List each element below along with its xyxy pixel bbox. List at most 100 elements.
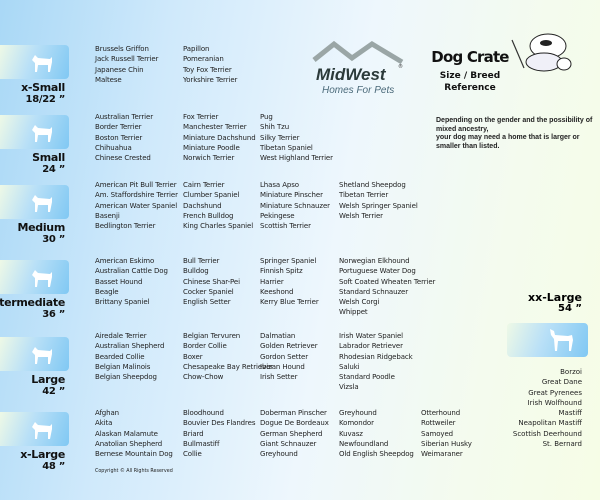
breed-name: Dogue De Bordeaux bbox=[260, 419, 329, 428]
midwest-logo: MidWest ® Homes For Pets bbox=[312, 40, 404, 96]
breed-name: West Highland Terrier bbox=[260, 154, 333, 163]
size-box-small bbox=[0, 115, 69, 149]
breed-column: Fox Terrier Manchester Terrier Miniature D… bbox=[183, 112, 256, 163]
breed-name: Pug bbox=[260, 113, 273, 121]
breed-name: Golden Retriever bbox=[260, 342, 318, 351]
breed-name: Kerry Blue Terrier bbox=[260, 298, 319, 307]
breed-name: Miniature Pinscher bbox=[260, 191, 323, 200]
breed-name: Keeshond bbox=[260, 287, 294, 296]
intermediate-dog-icon bbox=[32, 270, 52, 287]
size-box-x-small bbox=[0, 45, 69, 79]
breed-name: Beagle bbox=[95, 287, 119, 296]
toy-dog-icon bbox=[32, 55, 52, 72]
breed-column: Doberman Pinscher Dogue De Bordeaux German… bbox=[260, 408, 329, 459]
breed-name: American Water Spaniel bbox=[95, 201, 178, 210]
breed-column: Irish Water Spaniel Labrador Retriever Rho… bbox=[339, 331, 413, 393]
breed-name: Australian Cattle Dog bbox=[95, 267, 168, 276]
breed-name: Portuguese Water Dog bbox=[339, 267, 416, 276]
breed-name: Belgian Malinois bbox=[95, 362, 151, 371]
breed-name: Belgian Tervuren bbox=[183, 332, 241, 340]
breed-column: Lhasa Apso Miniature Pinscher Miniature Sc… bbox=[260, 180, 330, 231]
breed-name: Maltese bbox=[95, 75, 122, 84]
breed-name: Vizsla bbox=[339, 383, 359, 392]
breed-name: Harrier bbox=[260, 277, 284, 286]
breed-name: Fox Terrier bbox=[183, 113, 219, 121]
breed-name: Brussels Griffon bbox=[95, 45, 149, 53]
breed-column: Dalmatian Golden Retriever Gordon Setter Ib… bbox=[260, 331, 318, 382]
breed-name: Shetland Sheepdog bbox=[339, 181, 406, 189]
breed-name: Irish Wolfhound bbox=[527, 398, 582, 407]
breed-name: Neapolitan Mastiff bbox=[518, 419, 582, 428]
breed-name: Irish Water Spaniel bbox=[339, 332, 404, 340]
breed-name: Chinese Shar-Pei bbox=[183, 277, 240, 286]
chart-title: Dog Crate Size / Breed Reference bbox=[431, 48, 509, 93]
breed-name: Tibetan Spaniel bbox=[260, 143, 313, 152]
breed-name: Am. Staffordshire Terrier bbox=[95, 191, 178, 200]
breed-column: Belgian Tervuren Border Collie Boxer Chesap… bbox=[183, 331, 273, 382]
breed-name: Rhodesian Ridgeback bbox=[339, 352, 413, 361]
breed-column: Australian Terrier Border Terrier Boston T… bbox=[95, 112, 153, 163]
breed-name: Boxer bbox=[183, 352, 203, 361]
breed-name: Saluki bbox=[339, 362, 360, 371]
breed-name: Siberian Husky bbox=[421, 439, 472, 448]
breed-name: Silky Terrier bbox=[260, 133, 300, 142]
size-box-x-large bbox=[0, 412, 69, 446]
breed-name: Otterhound bbox=[421, 409, 461, 417]
breed-name: Kuvasz bbox=[339, 429, 363, 438]
breed-name: Greyhound bbox=[339, 409, 377, 417]
breed-column: Afghan Akita Alaskan Malamute Anatolian She… bbox=[95, 408, 173, 459]
disclaimer-line: Depending on the gender and the possibil… bbox=[436, 117, 593, 133]
size-label: Medium 30 ” bbox=[17, 221, 65, 246]
breed-name: Whippet bbox=[339, 308, 368, 317]
breed-name: Miniature Poodle bbox=[183, 143, 240, 152]
breed-name: Welsh Terrier bbox=[339, 211, 383, 220]
size-label: x-Large 48 ” bbox=[20, 448, 65, 473]
breed-name: Japanese Chin bbox=[95, 65, 144, 74]
breed-name: Pekingese bbox=[260, 211, 295, 220]
breed-name: Bull Terrier bbox=[183, 257, 220, 265]
breed-column: Springer Spaniel Finnish Spitz Harrier Kees… bbox=[260, 256, 319, 307]
breed-name: Bulldog bbox=[183, 267, 209, 276]
size-box-intermediate bbox=[0, 260, 69, 294]
large-dog-icon bbox=[32, 347, 52, 364]
breed-name: Welsh Corgi bbox=[339, 298, 380, 307]
breed-name: Chinese Crested bbox=[95, 154, 151, 163]
breed-name: Airedale Terrier bbox=[95, 332, 147, 340]
breed-name: Pomeranian bbox=[183, 55, 224, 64]
medium-dog-icon bbox=[32, 195, 52, 212]
breed-name: Finnish Spitz bbox=[260, 267, 303, 276]
xx-large-box bbox=[507, 323, 588, 357]
breed-name: Great Dane bbox=[541, 378, 582, 387]
breed-name: Shih Tzu bbox=[260, 123, 290, 132]
breed-name: Tibetan Terrier bbox=[339, 191, 389, 200]
breed-name: Dachshund bbox=[183, 201, 222, 210]
breed-name: Anatolian Shepherd bbox=[95, 439, 163, 448]
size-disclaimer: Depending on the gender and the possibil… bbox=[436, 117, 598, 151]
breed-name: Greyhound bbox=[260, 450, 298, 459]
breed-column: Airedale Terrier Australian Shepherd Beard… bbox=[95, 331, 164, 382]
breed-name: Bloodhound bbox=[183, 409, 224, 417]
breed-name: Soft Coated Wheaten Terrier bbox=[339, 277, 436, 286]
cartoon-dog-teacher-icon bbox=[511, 33, 572, 72]
svg-text:MidWest: MidWest bbox=[316, 65, 387, 84]
breed-name: Doberman Pinscher bbox=[260, 409, 327, 417]
disclaimer-line: your dog may need a home that is larger … bbox=[436, 134, 580, 150]
size-label-xx-large: xx-Large 54 ” bbox=[528, 291, 582, 314]
breed-name: Basenji bbox=[95, 211, 120, 220]
breed-name: Basset Hound bbox=[95, 277, 143, 286]
breed-name: Dalmatian bbox=[260, 332, 296, 340]
breed-name: English Setter bbox=[183, 298, 231, 307]
breed-name: Lhasa Apso bbox=[260, 181, 299, 189]
xx-large-breed-list: Borzoi Great Dane Great Pyrenees Irish Wolf… bbox=[513, 367, 582, 449]
breed-name: Irish Setter bbox=[260, 373, 298, 382]
breed-name: Norwegian Elkhound bbox=[339, 257, 410, 265]
great-dane-icon bbox=[550, 329, 573, 351]
svg-text:Homes For Pets: Homes For Pets bbox=[322, 85, 394, 96]
breed-name: Scottish Deerhound bbox=[512, 429, 582, 438]
breed-name: Alaskan Malamute bbox=[95, 429, 158, 438]
breed-name: Boston Terrier bbox=[95, 133, 143, 142]
breed-name: Border Terrier bbox=[95, 123, 142, 132]
breed-name: Afghan bbox=[95, 409, 120, 417]
breed-name: Giant Schnauzer bbox=[260, 439, 317, 448]
